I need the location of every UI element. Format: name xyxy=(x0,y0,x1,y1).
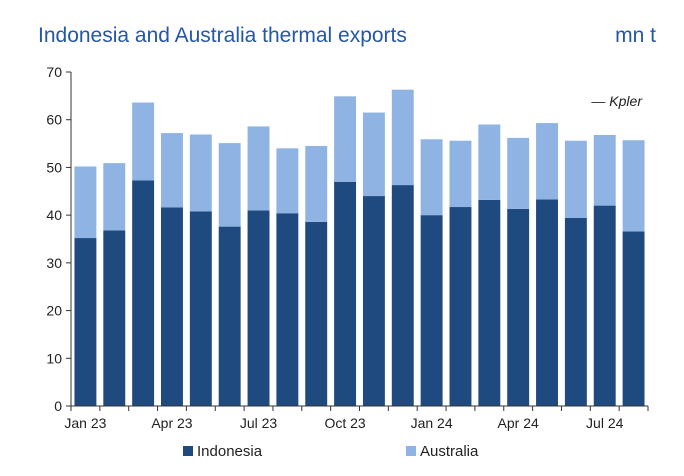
bar-indonesia-16 xyxy=(536,199,558,406)
bar-indonesia-5 xyxy=(218,226,241,406)
bar-australia-17 xyxy=(564,140,587,219)
bar-australia-2 xyxy=(132,102,155,181)
source-label: — Kpler xyxy=(590,93,643,109)
bar-indonesia-4 xyxy=(189,211,212,406)
x-tick-label-3: Oct 23 xyxy=(324,415,365,431)
legend: Indonesia Australia xyxy=(183,443,479,460)
bar-indonesia-12 xyxy=(420,215,443,406)
legend-label-indonesia: Indonesia xyxy=(197,443,263,460)
bar-australia-6 xyxy=(247,126,270,211)
bar-indonesia-11 xyxy=(391,185,414,406)
y-tick-label-40: 40 xyxy=(46,207,62,223)
bar-australia-15 xyxy=(507,137,530,209)
x-tick-label-1: Apr 23 xyxy=(151,415,192,431)
x-tick-label-4: Jan 24 xyxy=(411,415,453,431)
bar-indonesia-13 xyxy=(449,207,472,406)
y-tick-label-20: 20 xyxy=(46,303,62,319)
bars-group xyxy=(74,89,645,406)
bar-indonesia-6 xyxy=(247,210,270,406)
bar-indonesia-8 xyxy=(305,221,328,406)
bar-australia-0 xyxy=(74,166,97,239)
bar-australia-5 xyxy=(218,143,241,227)
x-tick-label-5: Apr 24 xyxy=(498,415,539,431)
chart-title: Indonesia and Australia thermal exports xyxy=(38,24,407,47)
bar-indonesia-19 xyxy=(622,231,645,406)
legend-swatch-indonesia xyxy=(183,446,193,456)
bar-australia-3 xyxy=(161,133,183,208)
y-tick-label-50: 50 xyxy=(46,159,62,175)
y-tick-label-0: 0 xyxy=(54,398,62,414)
bar-indonesia-9 xyxy=(334,181,357,406)
bar-australia-10 xyxy=(362,112,385,197)
bar-australia-14 xyxy=(478,124,501,200)
y-tick-label-10: 10 xyxy=(46,350,62,366)
legend-swatch-australia xyxy=(406,446,416,456)
y-tick-label-70: 70 xyxy=(46,64,62,80)
bar-australia-19 xyxy=(622,140,645,232)
bar-australia-8 xyxy=(305,145,328,222)
bar-indonesia-18 xyxy=(593,205,616,406)
bar-australia-11 xyxy=(391,89,414,186)
y-tick-label-60: 60 xyxy=(46,112,62,128)
bar-australia-1 xyxy=(103,163,126,231)
x-tick-label-6: Jul 24 xyxy=(586,415,624,431)
bar-indonesia-7 xyxy=(276,213,299,406)
bar-indonesia-2 xyxy=(132,180,155,406)
bar-australia-9 xyxy=(334,96,357,182)
bar-australia-7 xyxy=(276,148,299,214)
unit-label: mn t xyxy=(615,24,656,47)
bar-australia-18 xyxy=(593,134,616,206)
axes-group: 0 10 20 30 40 50 60 70 Jan 23 Apr 23 Jul 23 Oct 23 J… xyxy=(46,64,649,431)
bar-indonesia-14 xyxy=(478,199,501,406)
bar-indonesia-0 xyxy=(74,238,97,406)
x-tick-label-0: Jan 23 xyxy=(64,415,106,431)
y-tick-label-30: 30 xyxy=(46,255,62,271)
bar-indonesia-3 xyxy=(161,207,183,406)
bar-indonesia-10 xyxy=(362,196,385,406)
bar-indonesia-15 xyxy=(507,208,530,406)
x-tick-label-2: Jul 23 xyxy=(240,415,278,431)
legend-label-australia: Australia xyxy=(420,443,479,460)
bar-australia-13 xyxy=(449,140,472,208)
bar-australia-4 xyxy=(189,134,212,212)
bar-indonesia-1 xyxy=(103,230,126,406)
bar-australia-12 xyxy=(420,139,443,216)
bar-indonesia-17 xyxy=(564,218,587,406)
bar-australia-16 xyxy=(536,123,558,200)
